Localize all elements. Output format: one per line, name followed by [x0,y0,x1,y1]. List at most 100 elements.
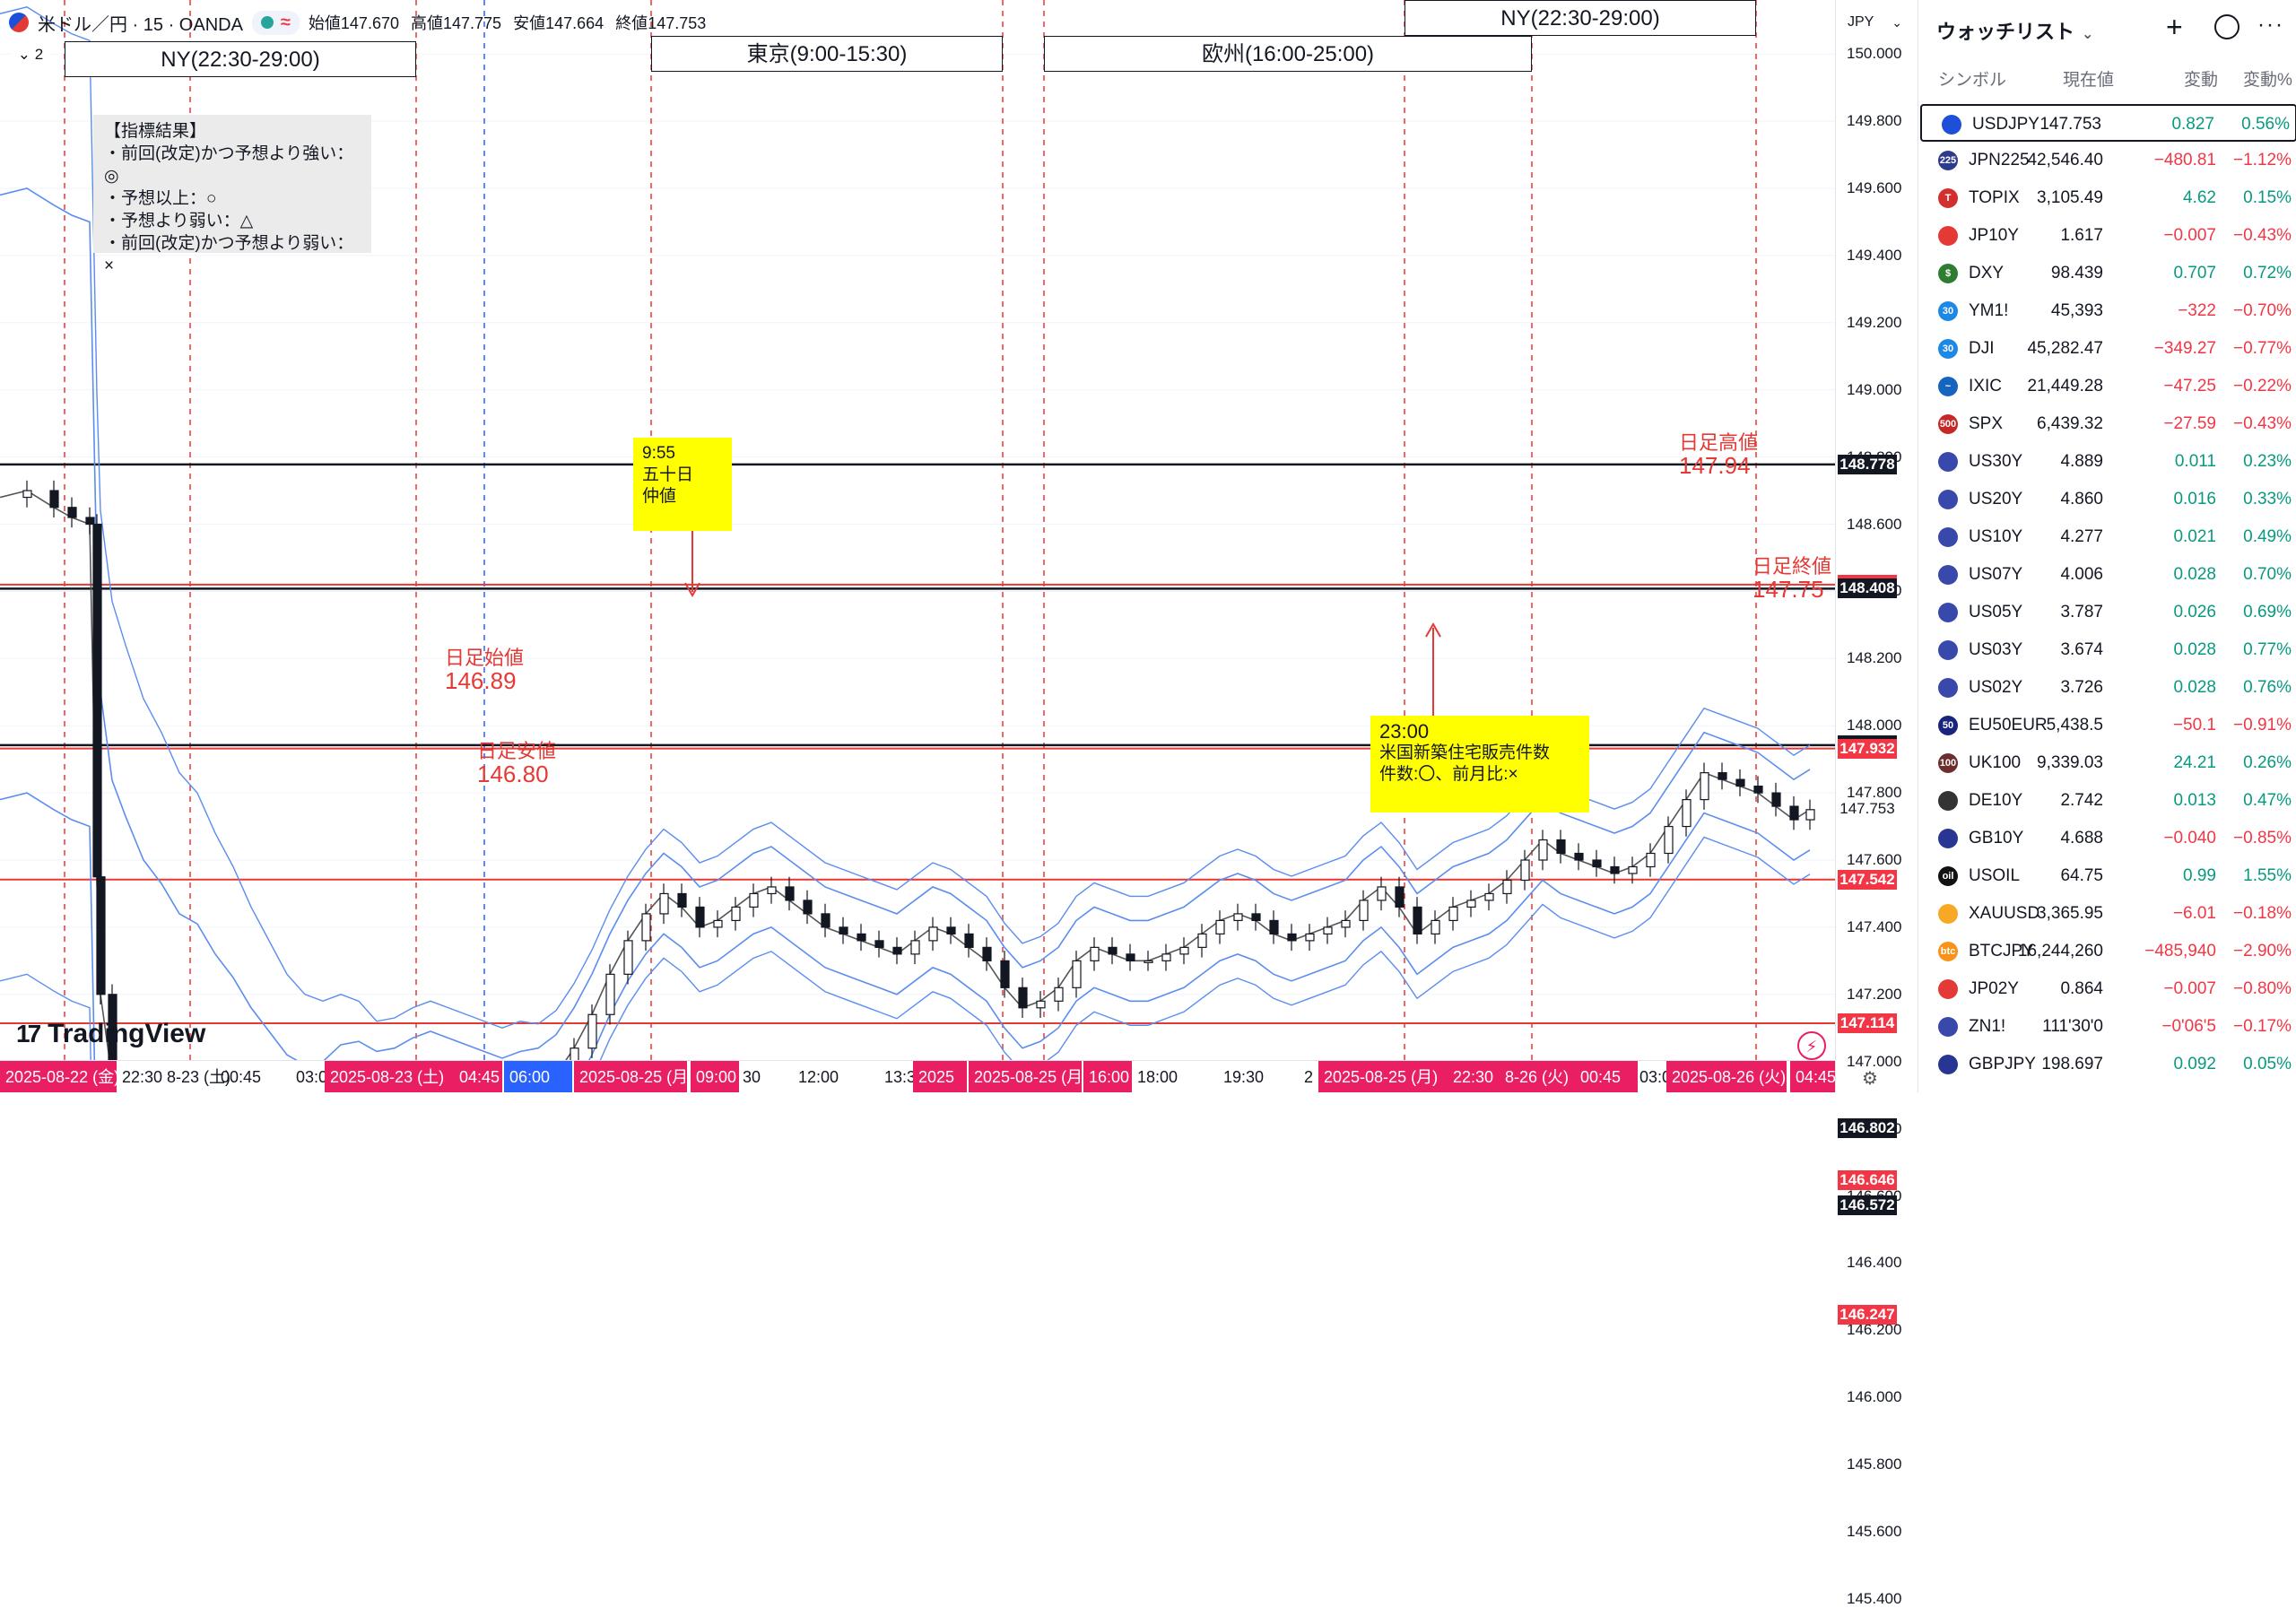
watchlist-row[interactable]: DE10Y 2.742 0.013 0.47% [1918,782,2296,820]
candle-body [1735,778,1745,787]
price-change: 0.026 [2173,603,2216,621]
watchlist-row[interactable]: $ DXY 98.439 0.707 0.72% [1918,255,2296,292]
price-change-pct: −1.12% [2233,151,2292,169]
price-change: 0.707 [2173,264,2216,282]
watchlist-row[interactable]: US30Y 4.889 0.011 0.23% [1918,443,2296,481]
watchlist-row[interactable]: ZN1! 111'30'0 −0'06'5 −0.17% [1918,1008,2296,1046]
candle-body [641,913,651,942]
ohlc-values: 始値147.670 高値147.775 安値147.664 終値147.753 [308,14,707,32]
watchlist-row[interactable]: US05Y 3.787 0.026 0.69% [1918,594,2296,631]
time-axis-label: 12:00 [798,1068,839,1086]
advanced-view-icon[interactable] [2214,14,2239,39]
price-change: −0.007 [2163,226,2216,245]
candle-body [67,507,77,518]
price-change-pct: −0.43% [2233,414,2292,433]
price-tick-label: 147.600 [1847,851,1902,868]
watchlist-row[interactable]: JP10Y 1.617 −0.007 −0.43% [1918,217,2296,255]
symbol-name: JP02Y [1969,979,2019,998]
price-level-tag[interactable]: 146.802 [1838,1117,1897,1138]
watchlist-row[interactable]: oil USOIL 64.75 0.99 1.55% [1918,857,2296,895]
price-change-pct: −0.17% [2233,1017,2292,1036]
price-change: −349.27 [2153,339,2216,358]
note-line: ・前回(改定)かつ予想より強い：◎ [104,144,354,186]
note-tokyo-fix[interactable]: 9:55 五十日 仲値 [633,438,732,531]
price-level-tag[interactable]: 147.114 [1838,1013,1897,1033]
candle-body [659,892,669,915]
price-change: −0'06'5 [2161,1017,2216,1036]
watchlist-title[interactable]: ウォッチリスト ⌄ [1936,16,2093,45]
watchlist-row[interactable]: GBPJPY 198.697 0.092 0.05% [1918,1046,2296,1083]
flash-icon[interactable]: ⚡ [1797,1031,1826,1060]
price-level-tag[interactable]: 146.572 [1838,1195,1897,1215]
time-axis-label: 2025-08-25 (月) [969,1061,1088,1092]
watchlist-row[interactable]: US02Y 3.726 0.028 0.76% [1918,669,2296,707]
time-axis-label: 00:45 [1575,1061,1638,1092]
daily-low-label: 日足安値 [477,740,557,762]
price-change: 24.21 [2173,753,2216,772]
watchlist-row[interactable]: US20Y 4.860 0.016 0.33% [1918,481,2296,518]
indicators-collapse-button[interactable]: ⌄ 2 [11,43,50,66]
price-level-tag[interactable]: 147.932 [1838,738,1897,759]
candle-body [1592,859,1602,868]
watchlist-row[interactable]: ~ IXIC 21,449.28 −47.25 −0.22% [1918,368,2296,405]
watchlist-row[interactable]: T TOPIX 3,105.49 4.62 0.15% [1918,179,2296,217]
add-symbol-icon[interactable]: + [2166,11,2183,43]
last-price: 0.864 [2060,979,2103,998]
chart-area[interactable]: 米ドル／円 · 15 · OANDA ≈ 始値147.670 高値147.775… [0,0,1835,1092]
more-icon[interactable]: ··· [2257,13,2284,37]
price-level-tag[interactable]: 148.408 [1838,578,1897,599]
price-level-tag[interactable]: 146.247 [1838,1304,1897,1325]
watchlist-row[interactable]: 30 DJI 45,282.47 −349.27 −0.77% [1918,330,2296,368]
last-price: 4.860 [2060,490,2103,508]
price-level-tag[interactable]: 146.646 [1838,1170,1897,1191]
watchlist-row[interactable]: 50 EU50EUR 5,438.5 −50.1 −0.91% [1918,707,2296,744]
price-change-pct: −0.80% [2233,979,2292,998]
watchlist-row[interactable]: 100 UK100 9,339.03 24.21 0.26% [1918,744,2296,782]
col-change-pct[interactable]: 変動% [2243,71,2292,90]
price-tick-label: 145.600 [1847,1523,1902,1540]
watchlist-row[interactable]: US03Y 3.674 0.028 0.77% [1918,631,2296,669]
price-axis[interactable]: 150.000 149.800 149.600 149.400 149.200 149.0… [1835,0,1917,1607]
price-change: −0.040 [2163,829,2216,847]
watchlist-row[interactable]: XAUUSD 3,365.95 −6.01 −0.18% [1918,895,2296,933]
indicator-legend-note[interactable]: 【指標結果】 ・前回(改定)かつ予想より強い：◎ ・予想以上：○ ・予想より弱い… [93,115,371,275]
axis-settings-icon[interactable]: ⚙ [1862,1069,1878,1089]
watchlist-row[interactable]: 500 SPX 6,439.32 −27.59 −0.43% [1918,405,2296,443]
session-ny-left[interactable]: NY(22:30-29:00) [65,41,416,77]
price-level-tag[interactable]: 147.753 [1838,798,1897,819]
watchlist-row[interactable]: JP02Y 0.864 −0.007 −0.80% [1918,970,2296,1008]
price-tick-label: 149.200 [1847,313,1902,331]
watchlist-row[interactable]: 30 YM1! 45,393 −322 −0.70% [1918,292,2296,330]
price-change-pct: 0.77% [2243,640,2292,659]
watchlist-row[interactable]: btc BTCJPY 16,244,260 −485,940 −2.90% [1918,933,2296,970]
flag-de-icon [1938,791,1958,811]
flag-us-icon [1938,603,1958,622]
price-change: 0.99 [2183,866,2216,885]
col-price[interactable]: 現在値 [2062,71,2114,90]
symbol-title[interactable]: 米ドル／円 · 15 · OANDA [38,14,243,35]
session-tokyo[interactable]: 東京(9:00-15:30) [651,36,1003,72]
symbol-name: US02Y [1969,678,2023,697]
col-change[interactable]: 変動 [2183,71,2218,90]
price-change-pct: −0.18% [2233,904,2292,923]
price-level-tag[interactable]: 147.542 [1838,869,1897,890]
watchlist-row[interactable]: GB10Y 4.688 −0.040 −0.85% [1918,820,2296,857]
axis-currency-select[interactable]: JPY ⌄ [1842,9,1909,36]
flag-us-icon [1938,678,1958,698]
price-level-tag[interactable]: 148.778 [1838,454,1897,474]
time-axis-label: 8-23 (土) [167,1068,231,1086]
price-change: 0.028 [2173,565,2216,584]
col-symbol[interactable]: シンボル [1938,71,2007,90]
time-axis[interactable]: 2025-08-22 (金) 22:30 8-23 (土) 00:45 03:0 2025… [0,1060,1835,1092]
candle-body [964,933,974,948]
session-europe[interactable]: 欧州(16:00-25:00) [1044,36,1532,72]
watchlist-row[interactable]: US10Y 4.277 0.021 0.49% [1918,518,2296,556]
watchlist-row[interactable]: USDJPY 147.753 0.827 0.56% [1920,104,2296,142]
market-status-pill[interactable]: ≈ [251,10,300,35]
watchlist-row[interactable]: 225 JPN225 42,546.40 −480.81 −1.12% [1918,142,2296,179]
session-ny-right[interactable]: NY(22:30-29:00) [1405,0,1756,36]
watchlist-row[interactable]: US07Y 4.006 0.028 0.70% [1918,556,2296,594]
candle-body [1144,960,1153,963]
tradingview-logo[interactable]: 17 TradingView [16,1019,205,1049]
note-us-housing[interactable]: 23:00 米国新築住宅販売件数 件数:〇、前月比:× [1370,716,1589,813]
